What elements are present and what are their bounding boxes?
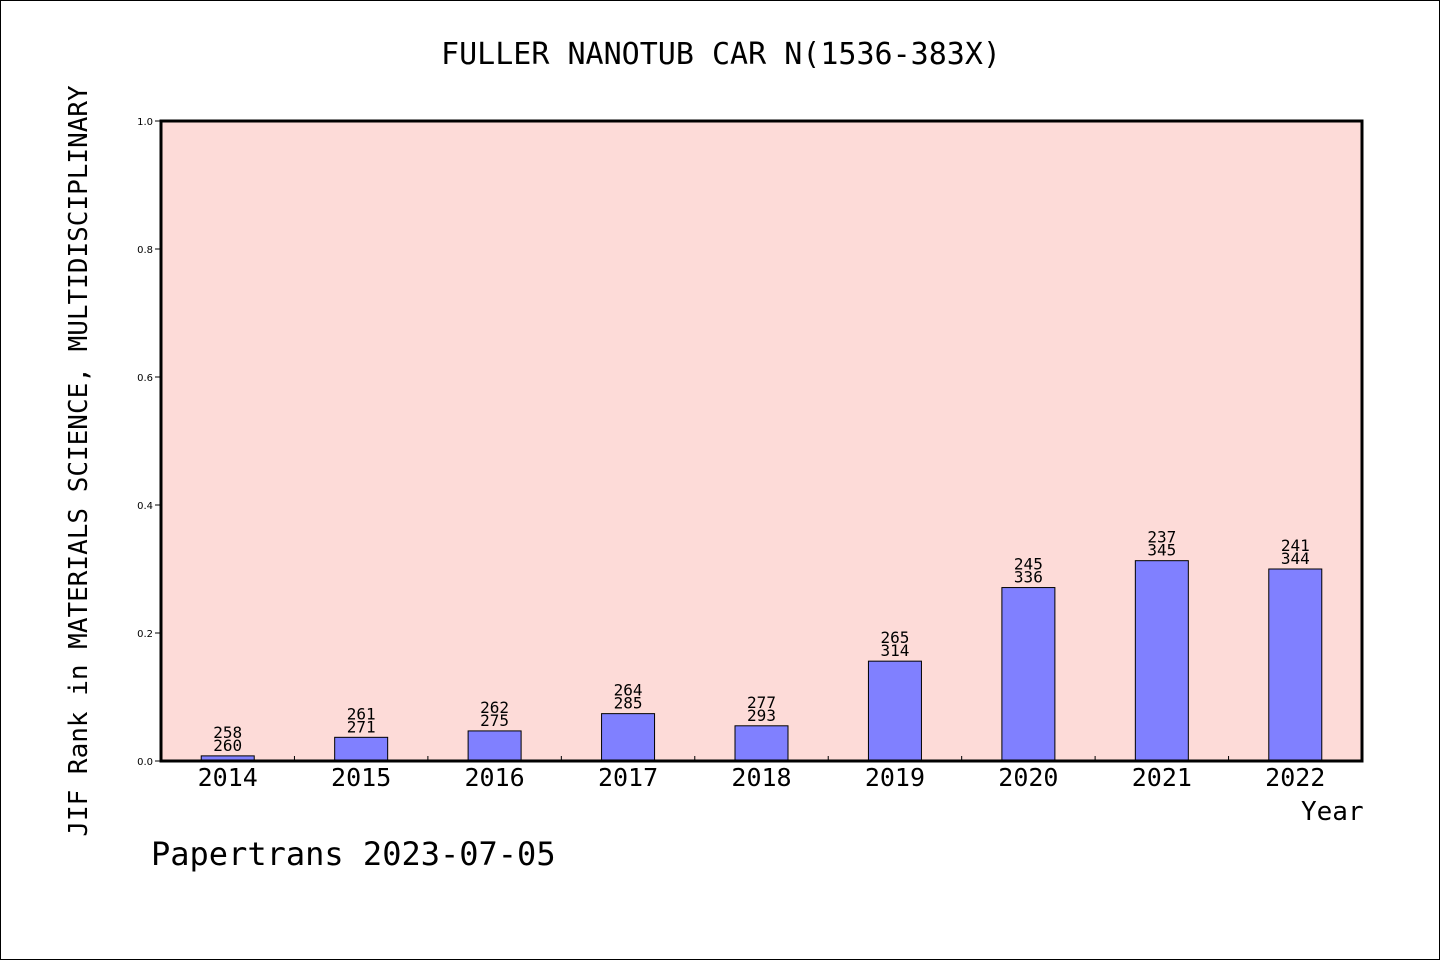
bar	[1001, 587, 1056, 762]
x-tick-label: 2016	[465, 763, 525, 792]
x-tick-label: 2017	[598, 763, 658, 792]
x-axis-label: Year	[1301, 797, 1364, 827]
x-tick-label: 2021	[1132, 763, 1192, 792]
bar	[334, 736, 389, 762]
y-tick-label: 0.8	[137, 245, 153, 256]
data-label-total: 344	[1281, 549, 1310, 568]
bar	[1134, 560, 1189, 762]
data-label-rank: 258	[213, 723, 242, 742]
data-label-total: 260	[213, 736, 242, 755]
y-tick-label: 0.2	[137, 629, 153, 640]
data-label-rank: 237	[1147, 528, 1176, 547]
data-label-rank: 277	[747, 693, 776, 712]
data-label-total: 293	[747, 706, 776, 725]
x-tick-label: 2014	[198, 763, 258, 792]
x-tick-label: 2019	[865, 763, 925, 792]
data-label-total: 285	[614, 694, 643, 713]
y-tick-label: 0.0	[137, 757, 153, 768]
data-label-total: 314	[880, 641, 909, 660]
data-label-rank: 241	[1281, 536, 1310, 555]
x-tick-label: 2022	[1265, 763, 1325, 792]
data-label-rank: 245	[1014, 555, 1043, 574]
data-label-total: 271	[347, 717, 376, 736]
bar	[467, 730, 522, 762]
bar	[734, 725, 789, 762]
footer-watermark: Papertrans 2023-07-05	[151, 835, 556, 873]
y-tick-label: 0.6	[137, 373, 153, 384]
bar	[1268, 568, 1323, 762]
data-label-total: 275	[480, 711, 509, 730]
data-label-rank: 264	[614, 681, 643, 700]
data-label-rank: 262	[480, 698, 509, 717]
data-label-total: 345	[1147, 541, 1176, 560]
bar	[601, 713, 656, 762]
chart-title: FULLER NANOTUB CAR N(1536-383X)	[441, 37, 1001, 72]
y-tick-label: 0.4	[137, 501, 153, 512]
x-tick-label: 2018	[731, 763, 791, 792]
data-label-rank: 261	[347, 704, 376, 723]
data-label-rank: 265	[880, 628, 909, 647]
bar	[867, 660, 922, 762]
y-tick-label: 1.0	[137, 117, 153, 128]
x-tick-label: 2020	[998, 763, 1058, 792]
x-tick-label: 2015	[331, 763, 391, 792]
data-label-total: 336	[1014, 568, 1043, 587]
plot-border	[159, 119, 1364, 763]
